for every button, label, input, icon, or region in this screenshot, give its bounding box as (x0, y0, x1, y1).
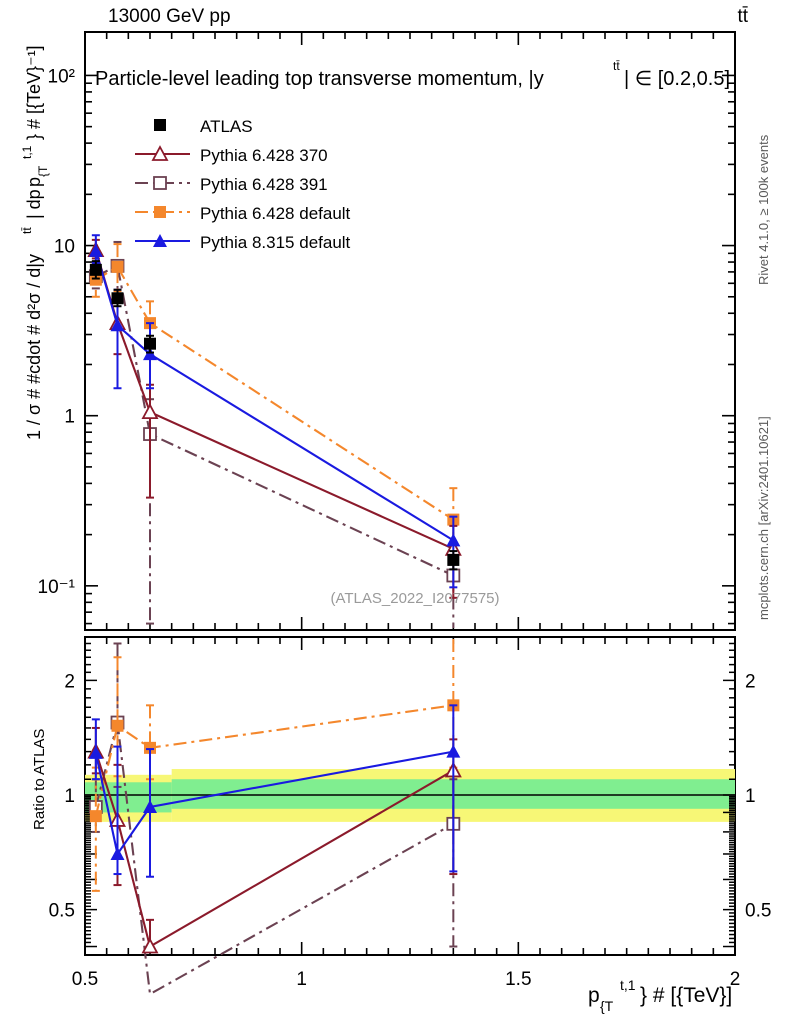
data-marker (88, 243, 103, 257)
data-marker (446, 533, 461, 547)
legend-label: Pythia 6.428 370 (200, 146, 328, 165)
xlabel-p: p (588, 984, 600, 1007)
series-line (95, 264, 454, 577)
header-right-label: tt̄ (737, 6, 748, 27)
main-ylabel-sub-T: {T (36, 165, 50, 177)
main-ylabel-part1: 1 / σ # #cdot # d²σ / d|y (24, 254, 44, 440)
data-marker (89, 273, 102, 286)
main-ylabel-part3: } # [{TeV}⁻¹] (24, 45, 44, 140)
side-label-rivet: Rivet 4.1.0, ≥ 100k events (756, 134, 771, 285)
xlabel-sup-t1: t,1 (620, 977, 636, 993)
series-line (94, 250, 454, 542)
x-tick-label: 2 (730, 969, 741, 990)
side-label-mcplots: mcplots.cern.ch [arXiv:2401.10621] (756, 416, 771, 620)
legend-entry: ATLAS (154, 117, 253, 136)
ratio-ytick-label-right: 1 (745, 786, 756, 807)
side-label-top-group: Rivet 4.1.0, ≥ 100k events (756, 134, 771, 285)
main-ytick-label: 10 (54, 237, 75, 258)
series-pythia-8-315-default (88, 704, 461, 878)
legend-label: Pythia 8.315 default (200, 233, 351, 252)
plot-legend: ATLAS Pythia 6.428 370 Pythia 6.428 391 Pyt… (135, 117, 351, 252)
plot-title: Particle-level leading top transverse mo… (95, 68, 544, 90)
data-marker (89, 263, 102, 276)
main-panel (84, 31, 736, 631)
x-tick-label: 1 (296, 969, 307, 990)
ratio-ylabel: Ratio to ATLAS (31, 729, 48, 830)
main-panel-frame (84, 31, 736, 631)
data-marker (141, 937, 159, 954)
legend-marker (151, 145, 169, 161)
ratio-axis-tick-labels: 2 2 1 1 0.5 0.5 (49, 671, 772, 921)
legend-marker (154, 119, 166, 131)
main-ylabel-part2: | dp (24, 189, 44, 219)
legend-label: Pythia 6.428 391 (200, 175, 328, 194)
legend-entry: Pythia 6.428 default (135, 204, 351, 223)
series-line (94, 751, 454, 949)
series-line (95, 265, 454, 521)
ratio-ytick-label: 0.5 (49, 901, 75, 922)
data-marker (143, 800, 157, 814)
series-line (94, 704, 454, 817)
ratio-ytick-label-right: 2 (745, 671, 756, 692)
ratio-ytick-label: 1 (64, 786, 75, 807)
main-ylabel-p: p (24, 177, 44, 187)
header-left-label: 13000 GeV pp (108, 6, 231, 27)
data-marker (111, 719, 124, 732)
main-ytick-label: 10² (48, 66, 75, 87)
data-marker (111, 260, 124, 273)
legend-label: ATLAS (200, 117, 253, 136)
dataset-watermark: (ATLAS_2022_I2077575) (330, 590, 499, 607)
series-line (94, 750, 454, 857)
legend-marker (153, 176, 167, 190)
data-marker (88, 745, 103, 759)
data-marker (141, 403, 159, 419)
xlabel-group: p {T t,1 } # [{TeV}] (588, 977, 732, 1014)
x-axis-tick-labels: 0.5 1 1.5 2 (72, 969, 741, 990)
plot-title-group: Particle-level leading top transverse mo… (95, 59, 730, 90)
ratio-ytick-label: 2 (64, 671, 75, 692)
x-tick-label: 0.5 (72, 969, 98, 990)
legend-marker (153, 234, 167, 247)
ratio-data-series (87, 639, 462, 996)
xlabel-rest: } # [{TeV}] (640, 984, 732, 1007)
data-marker (89, 810, 102, 823)
data-marker (110, 846, 125, 860)
legend-marker (154, 206, 166, 218)
ratio-ylabel-group: Ratio to ATLAS (31, 729, 48, 830)
side-label-bottom-group: mcplots.cern.ch [arXiv:2401.10621] (756, 416, 771, 620)
main-data-series (87, 234, 462, 628)
ratio-ytick-label-right: 0.5 (745, 901, 771, 922)
main-ytick-label: 10⁻¹ (38, 577, 76, 598)
data-marker (143, 347, 157, 361)
main-ylabel-sup-t1: t,1 (20, 145, 34, 159)
legend-entry: Pythia 6.428 391 (135, 175, 328, 194)
data-marker (111, 292, 124, 305)
legend-entry: Pythia 8.315 default (135, 233, 351, 252)
data-marker (446, 744, 461, 758)
main-ylabel-group: 1 / σ # #cdot # d²σ / d|y tt̄ | dp p {T … (20, 45, 50, 440)
series-atlas (89, 260, 460, 571)
data-marker (144, 741, 156, 754)
plot-title-sup-ttbar: tt̄ (613, 59, 620, 73)
data-marker (110, 318, 125, 332)
ratio-axis-ticks (84, 636, 736, 955)
plot-title-rest: | ∈ [0.2,0.5] (624, 68, 730, 90)
data-marker (144, 337, 156, 350)
main-axis-tick-labels: 10² 10 1 10⁻¹ (38, 66, 76, 597)
legend-entry: Pythia 6.428 370 (135, 145, 328, 165)
x-tick-label: 1.5 (505, 969, 531, 990)
main-ylabel-sup-ttbar: tt̄ (20, 227, 34, 234)
data-marker (447, 553, 460, 566)
xlabel-sub-T: {T (600, 998, 614, 1014)
legend-label: Pythia 6.428 default (200, 204, 351, 223)
main-ytick-label: 1 (64, 407, 75, 428)
plot-header: 13000 GeV pp tt̄ (0, 0, 786, 32)
